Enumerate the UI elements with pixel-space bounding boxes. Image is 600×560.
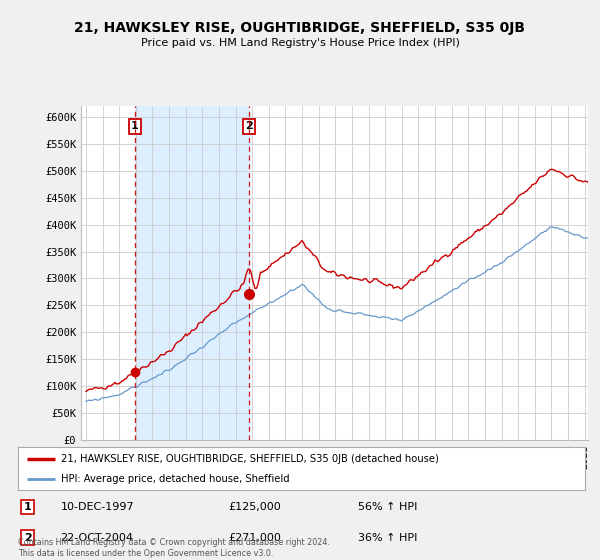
- Text: 1: 1: [131, 122, 139, 132]
- Text: £125,000: £125,000: [228, 502, 281, 512]
- Bar: [135, 106, 249, 440]
- Text: 21, HAWKSLEY RISE, OUGHTIBRIDGE, SHEFFIELD, S35 0JB: 21, HAWKSLEY RISE, OUGHTIBRIDGE, SHEFFIE…: [74, 21, 526, 35]
- Text: 56% ↑ HPI: 56% ↑ HPI: [358, 502, 418, 512]
- Text: 10-DEC-1997: 10-DEC-1997: [61, 502, 134, 512]
- Text: 22-OCT-2004: 22-OCT-2004: [61, 533, 134, 543]
- Text: 1: 1: [23, 502, 31, 512]
- Text: Price paid vs. HM Land Registry's House Price Index (HPI): Price paid vs. HM Land Registry's House …: [140, 38, 460, 48]
- Text: 2: 2: [245, 122, 253, 132]
- Text: 36% ↑ HPI: 36% ↑ HPI: [358, 533, 418, 543]
- Text: 2: 2: [23, 533, 31, 543]
- Text: HPI: Average price, detached house, Sheffield: HPI: Average price, detached house, Shef…: [61, 474, 289, 483]
- Text: 21, HAWKSLEY RISE, OUGHTIBRIDGE, SHEFFIELD, S35 0JB (detached house): 21, HAWKSLEY RISE, OUGHTIBRIDGE, SHEFFIE…: [61, 454, 439, 464]
- Text: £271,000: £271,000: [228, 533, 281, 543]
- Text: Contains HM Land Registry data © Crown copyright and database right 2024.
This d: Contains HM Land Registry data © Crown c…: [18, 538, 330, 558]
